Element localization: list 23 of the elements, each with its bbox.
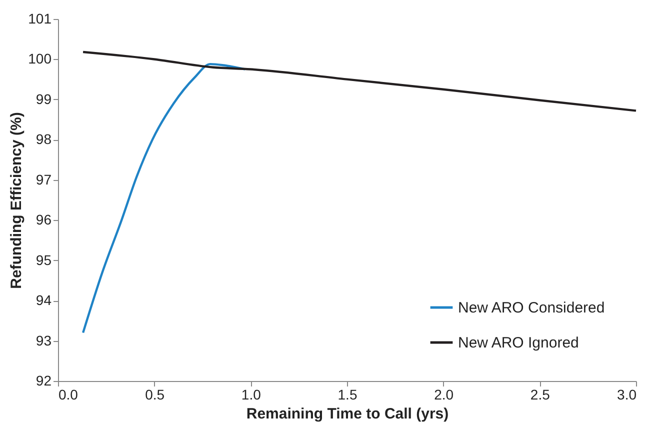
y-tick-label: 95 bbox=[36, 252, 52, 268]
x-tick-label: 0.0 bbox=[58, 386, 78, 402]
y-tick-label: 100 bbox=[28, 50, 52, 67]
x-tick-label: 1.0 bbox=[241, 386, 262, 402]
y-tick-label: 97 bbox=[36, 171, 52, 188]
y-axis-title: Refunding Efficiency (%) bbox=[8, 112, 26, 289]
y-tick-label: 96 bbox=[36, 212, 52, 228]
x-tick-label: 3.0 bbox=[617, 386, 637, 402]
y-tick-label: 93 bbox=[36, 332, 52, 348]
y-tick-label: 92 bbox=[36, 372, 52, 388]
legend-label: New ARO Ignored bbox=[458, 334, 579, 352]
x-tick-label: 1.5 bbox=[338, 386, 358, 402]
y-tick-label: 94 bbox=[36, 292, 52, 308]
line-series bbox=[82, 62, 246, 334]
y-tick-label: 101 bbox=[28, 10, 52, 26]
line-series bbox=[82, 50, 638, 112]
y-tick-label: 98 bbox=[36, 131, 52, 148]
x-tick-label: 2.0 bbox=[434, 386, 454, 402]
x-axis-title: Remaining Time to Call (yrs) bbox=[246, 406, 449, 422]
legend-label: New ARO Considered bbox=[458, 300, 605, 316]
x-tick-label: 0.5 bbox=[145, 386, 165, 402]
y-tick-label: 99 bbox=[36, 90, 52, 107]
x-tick-label: 2.5 bbox=[530, 386, 550, 402]
